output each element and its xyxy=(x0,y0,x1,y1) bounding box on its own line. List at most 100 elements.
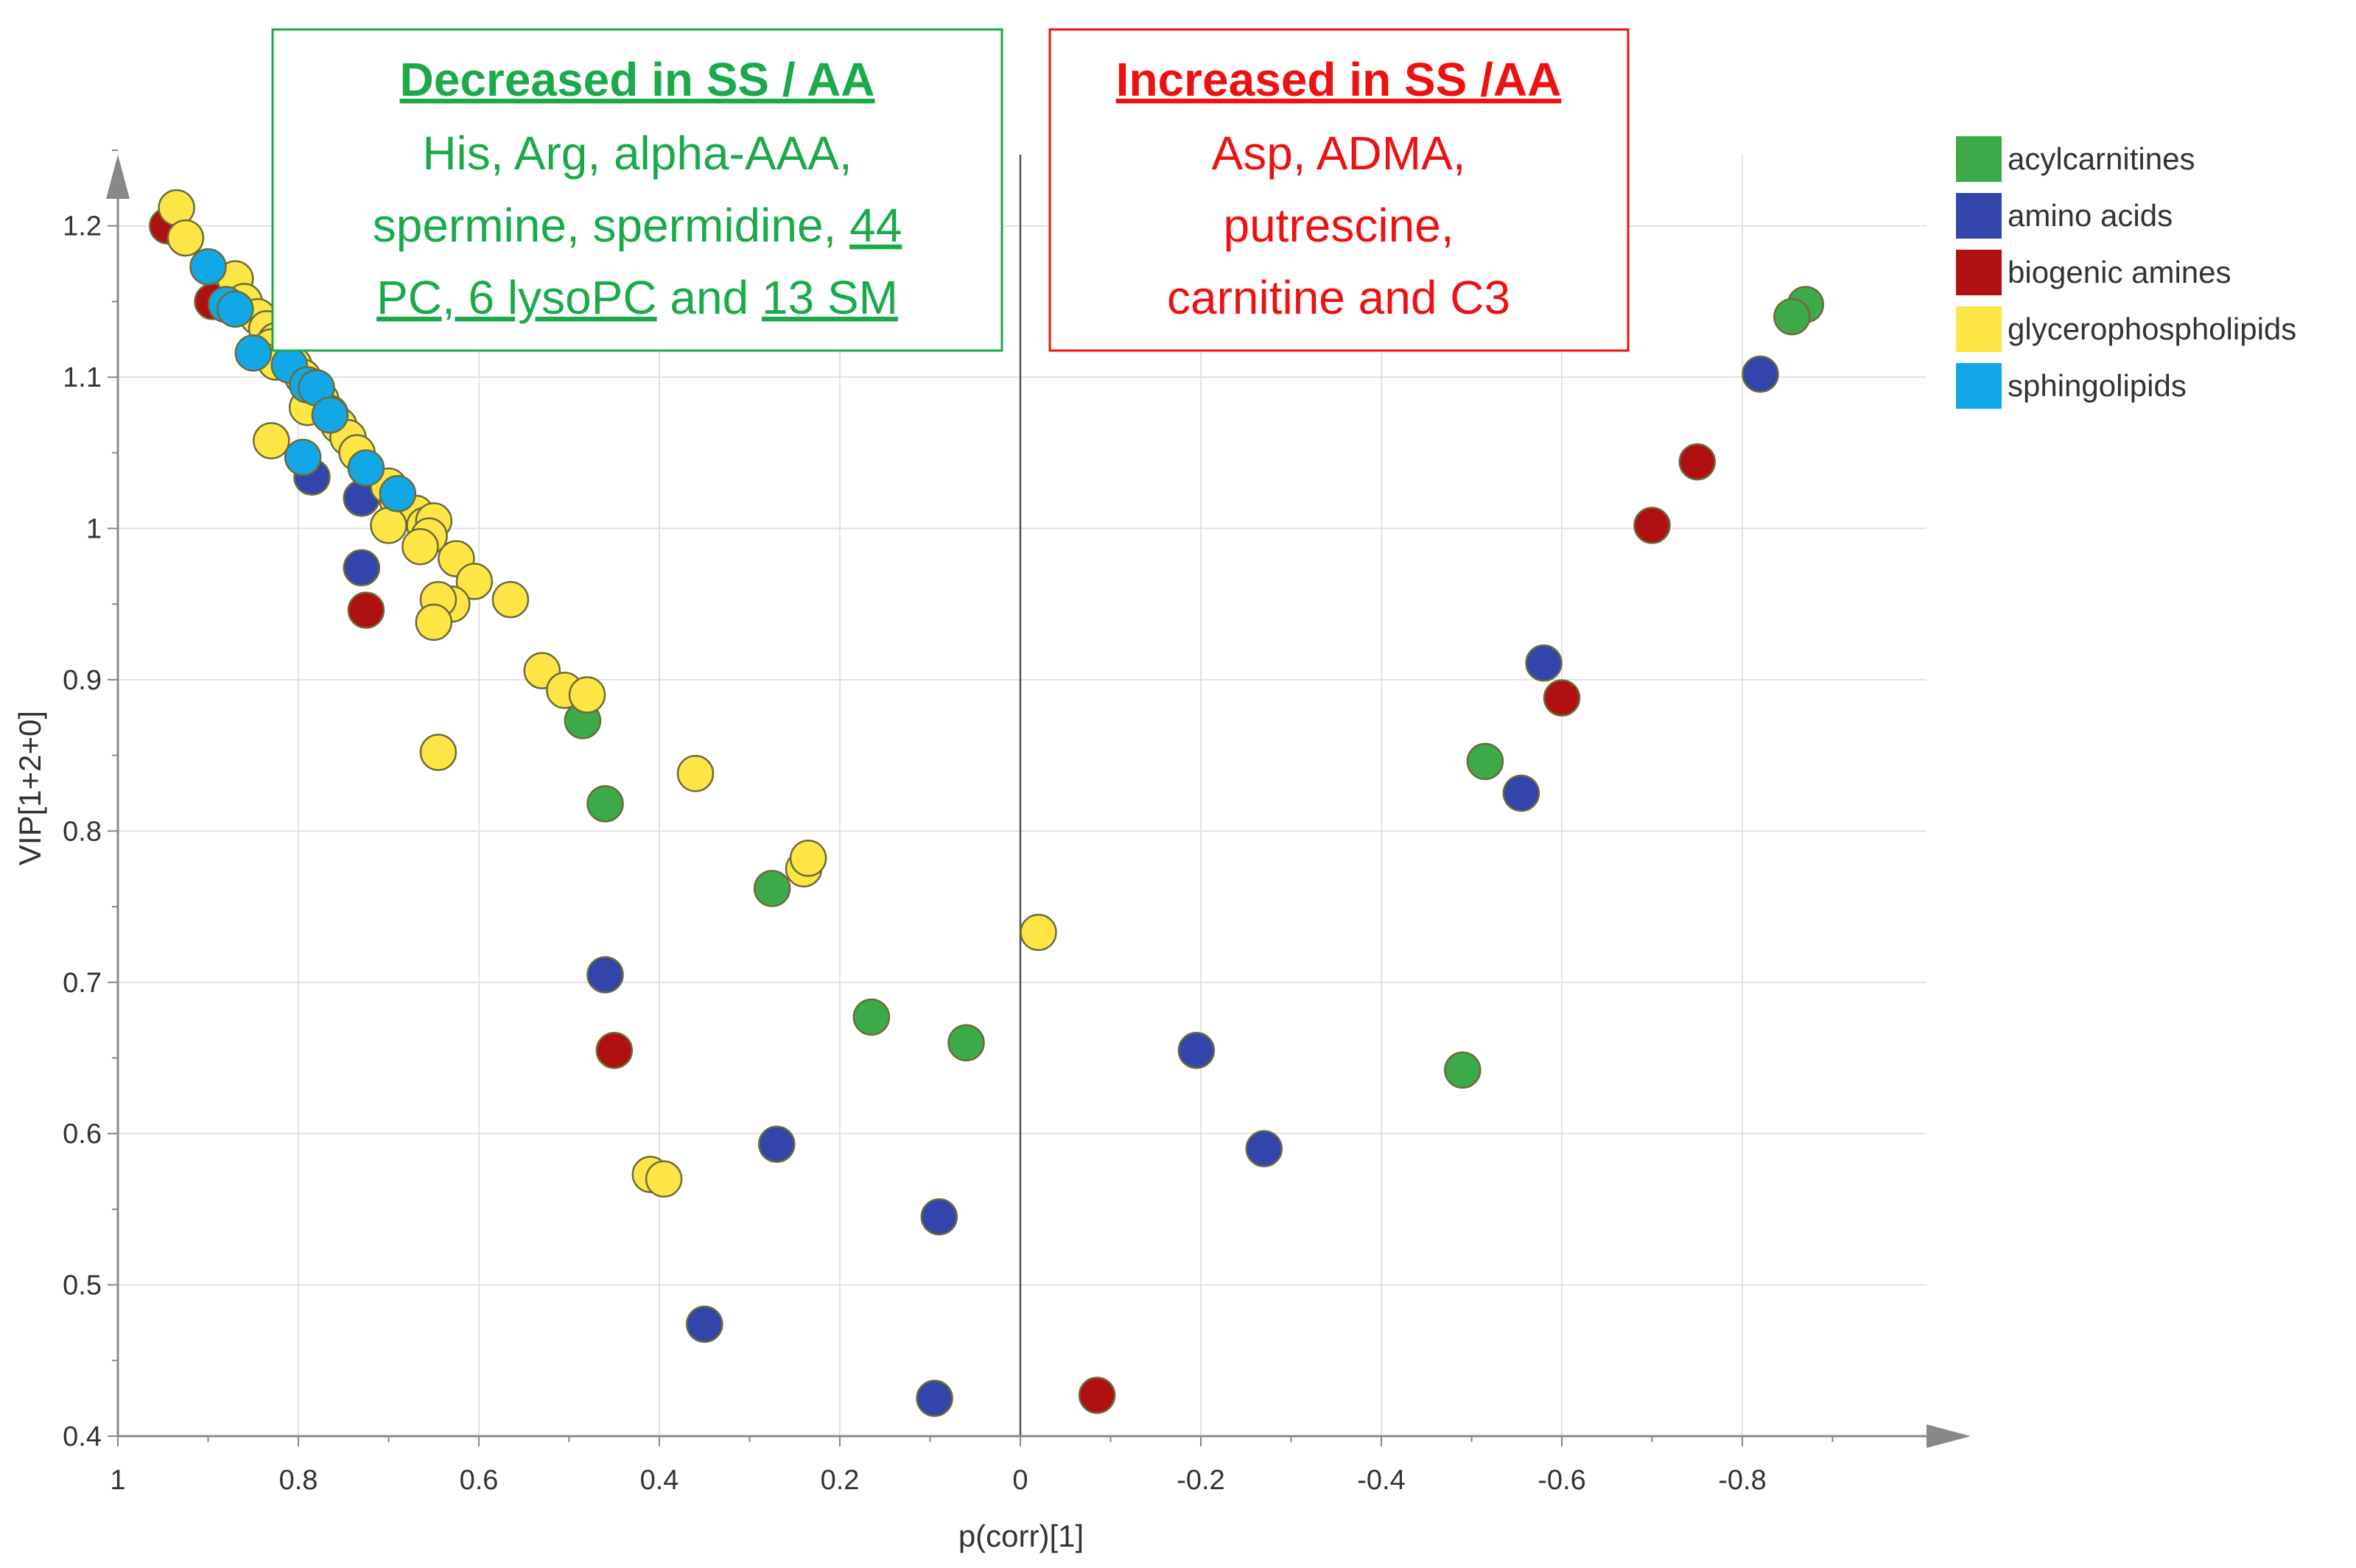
decreased-line-3-sm: 13 SM xyxy=(762,271,898,324)
point-glycerophospholipids xyxy=(419,734,457,771)
legend: acylcarnitines amino acids biogenic amines… xyxy=(1956,136,2296,409)
point-glycerophospholipids xyxy=(645,1160,683,1198)
point-sphingolipids xyxy=(284,438,322,477)
point-glycerophospholipids xyxy=(568,676,606,714)
decreased-annotation-line-2: spermine, spermidine, 44 xyxy=(373,199,902,252)
point-biogenic-amines xyxy=(1633,507,1671,544)
x-axis-title: p(corr)[1] xyxy=(958,1519,1084,1553)
y-tick-label: 0.4 xyxy=(63,1421,102,1452)
legend-label: biogenic amines xyxy=(2008,255,2231,289)
increased-annotation-line-1: Asp, ADMA, xyxy=(1212,127,1466,180)
increased-annotation-box xyxy=(1048,28,1630,352)
point-sphingolipids xyxy=(217,290,254,328)
point-glycerophospholipids xyxy=(415,603,453,641)
x-tick-label: 0.8 xyxy=(279,1465,318,1496)
y-tick-label: 0.9 xyxy=(63,665,102,696)
legend-swatch-biogenic-amines xyxy=(1956,250,2002,295)
point-biogenic-amines xyxy=(1543,679,1581,717)
point-amino-acids xyxy=(916,1379,953,1417)
point-glycerophospholipids xyxy=(253,422,290,460)
tick-labels: 1 0.8 0.6 0.4 0.2 0 -0.2 -0.4 -0.6 -0.8 0.4 0.5 0.6 0… xyxy=(63,211,1767,1496)
point-biogenic-amines xyxy=(595,1031,634,1069)
point-acylcarnitines xyxy=(1773,298,1811,336)
decreased-line-2-text: spermine, spermidine, xyxy=(373,199,849,252)
y-tick-label: 0.6 xyxy=(63,1119,102,1150)
point-amino-acids xyxy=(686,1305,723,1343)
y-tick-label: 0.7 xyxy=(63,968,102,999)
point-glycerophospholipids xyxy=(789,840,827,877)
decreased-line-3-and: and xyxy=(657,271,762,324)
decreased-annotation: Decreased in SS / AA His, Arg, alpha-AAA… xyxy=(271,28,1003,352)
x-tick-label: 0 xyxy=(1012,1465,1028,1496)
grid xyxy=(118,155,1926,1436)
x-tick-label: 1 xyxy=(110,1465,125,1496)
y-tick-label: 1.2 xyxy=(63,211,102,242)
x-tick-label: -0.8 xyxy=(1718,1465,1766,1496)
point-glycerophospholipids xyxy=(370,507,407,544)
point-amino-acids xyxy=(586,956,624,994)
x-tick-label: 0.6 xyxy=(460,1465,499,1496)
point-sphingolipids xyxy=(347,449,385,487)
point-amino-acids xyxy=(1245,1130,1283,1167)
legend-label: sphingolipids xyxy=(2008,368,2187,403)
point-sphingolipids xyxy=(189,247,227,286)
decreased-annotation-line-1: His, Arg, alpha-AAA, xyxy=(422,127,852,180)
point-glycerophospholipids xyxy=(402,527,439,566)
legend-label: acylcarnitines xyxy=(2008,141,2195,176)
x-tick-label: -0.4 xyxy=(1357,1465,1405,1496)
point-amino-acids xyxy=(1177,1031,1216,1069)
point-acylcarnitines xyxy=(852,998,891,1036)
y-tick-label: 1.1 xyxy=(63,362,102,393)
point-biogenic-amines xyxy=(1078,1377,1116,1414)
point-acylcarnitines xyxy=(1444,1051,1482,1089)
point-amino-acids xyxy=(1525,644,1563,682)
point-sphingolipids xyxy=(234,334,273,372)
point-acylcarnitines xyxy=(1466,742,1504,781)
point-sphingolipids xyxy=(311,396,349,434)
data-points xyxy=(149,189,1825,1417)
axes xyxy=(106,150,1971,1448)
point-amino-acids xyxy=(343,549,381,587)
legend-swatch-sphingolipids xyxy=(1956,363,2002,409)
y-axis-arrow xyxy=(106,155,130,199)
x-tick-label: 0.2 xyxy=(821,1465,860,1496)
y-axis-title: VIP[1+2+0] xyxy=(13,711,47,865)
point-acylcarnitines xyxy=(586,785,624,823)
increased-annotation-title: Increased in SS /AA xyxy=(1116,53,1562,106)
legend-swatch-acylcarnitines xyxy=(1956,136,2002,182)
y-tick-label: 0.5 xyxy=(63,1270,102,1301)
x-axis-arrow xyxy=(1926,1424,1971,1448)
y-tick-label: 1 xyxy=(86,514,102,545)
decreased-annotation-box xyxy=(271,28,1003,352)
decreased-line-3-lipids: PC, 6 lysoPC xyxy=(376,271,657,324)
increased-annotation-line-3: carnitine and C3 xyxy=(1167,271,1510,324)
increased-annotation-line-2: putrescine, xyxy=(1223,199,1454,252)
x-tick-label: -0.6 xyxy=(1538,1465,1585,1496)
point-glycerophospholipids xyxy=(1020,913,1057,952)
point-glycerophospholipids xyxy=(676,755,715,792)
point-acylcarnitines xyxy=(753,870,791,907)
increased-annotation: Increased in SS /AA Asp, ADMA, putrescin… xyxy=(1048,28,1630,352)
legend-swatch-amino-acids xyxy=(1956,193,2002,239)
x-tick-label: -0.2 xyxy=(1177,1465,1224,1496)
point-amino-acids xyxy=(920,1198,958,1236)
x-tick-label: 0.4 xyxy=(640,1465,679,1496)
point-glycerophospholipids xyxy=(491,580,530,619)
decreased-line-2-count: 44 xyxy=(849,199,902,252)
decreased-annotation-line-3: PC, 6 lysoPC and 13 SM xyxy=(376,271,898,324)
legend-label: amino acids xyxy=(2008,198,2173,233)
decreased-annotation-title: Decreased in SS / AA xyxy=(400,53,875,106)
point-amino-acids xyxy=(1502,774,1540,812)
point-amino-acids xyxy=(1742,355,1779,393)
legend-swatch-glycerophospholipids xyxy=(1956,306,2002,352)
y-tick-label: 0.8 xyxy=(63,816,102,847)
legend-label: glycerophospholipids xyxy=(2008,312,2296,346)
point-biogenic-amines xyxy=(347,591,385,629)
point-biogenic-amines xyxy=(1678,443,1717,481)
point-amino-acids xyxy=(758,1125,796,1163)
point-sphingolipids xyxy=(379,475,417,513)
point-acylcarnitines xyxy=(947,1024,985,1062)
point-glycerophospholipids xyxy=(166,219,205,257)
point-glycerophospholipids xyxy=(455,563,494,600)
